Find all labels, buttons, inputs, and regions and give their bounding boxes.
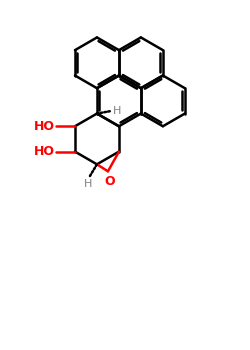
Text: O: O xyxy=(104,175,115,188)
Text: H: H xyxy=(113,106,121,116)
Text: HO: HO xyxy=(34,145,55,158)
Text: HO: HO xyxy=(34,120,55,133)
Text: H: H xyxy=(84,179,92,189)
